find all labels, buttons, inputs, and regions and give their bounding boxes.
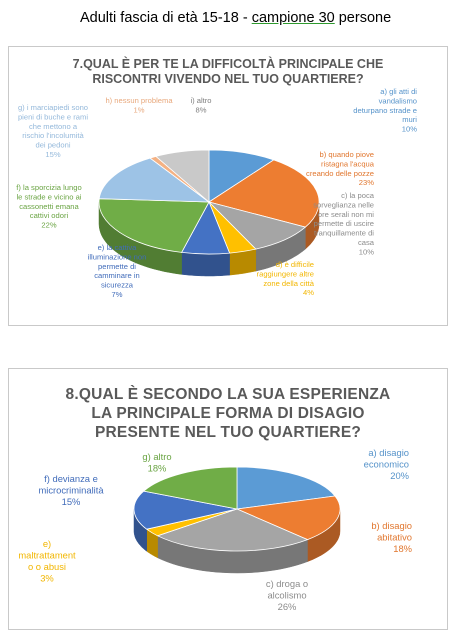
chart-8-label-1: a) disagio economico 20% <box>364 447 409 481</box>
chart-7-slice-7 <box>98 157 211 203</box>
chart-7-pie: a) gli atti di vandalismo deturpano strade… <box>16 87 417 299</box>
chart-8-label-2: b) disagio abitativo 18% <box>371 520 412 554</box>
chart-7-title-line-2: RISCONTRI VIVENDO NEL TUO QUARTIERE? <box>92 72 364 87</box>
chart-8-title-line-1: 8.QUAL È SECONDO LA SUA ESPERIENZA <box>65 386 391 403</box>
header-prefix: Adulti fascia di età 15-18 - <box>80 10 252 26</box>
chart-7-label-5: e) la cattiva illuminazione non permette d… <box>88 243 147 299</box>
chart-8-slice-1 <box>236 466 336 510</box>
chart-7-slice-side <box>181 252 230 277</box>
chart-7-label-4: d) è difficile raggiungere altre zone dell… <box>257 260 315 297</box>
chart-8-title: 8.QUAL È SECONDO LA SUA ESPERIENZA LA PR… <box>9 386 447 443</box>
chart-7-pie-sides <box>98 201 320 277</box>
chart-8-slice-3 <box>156 508 309 552</box>
chart-7-label-2: b) quando piove ristagna l'acqua creando d… <box>306 150 375 187</box>
chart-7-slice-6 <box>98 198 210 253</box>
chart-8-slice-2 <box>235 495 341 541</box>
chart-8-label-5: f) devianza e microcriminalità 15% <box>38 473 104 507</box>
chart-8-box: 8.QUAL È SECONDO LA SUA ESPERIENZA LA PR… <box>8 368 448 630</box>
chart-7-title-line-1: 7.QUAL È PER TE LA DIFFICOLTÀ PRINCIPALE… <box>72 57 384 71</box>
chart-7-label-3: c) la poca sorveglianza nelle ore serali n… <box>313 191 375 256</box>
chart-7-slice-2 <box>208 159 320 228</box>
chart-8-title-line-3: PRESENTE NEL TUO QUARTIERE? <box>94 423 362 441</box>
chart-7-label-6: f) la sporcizia lungo le strade e vicino … <box>16 183 82 230</box>
header-highlight: campione 30 <box>251 10 335 26</box>
chart-7-box: 7.QUAL È PER TE LA DIFFICOLTÀ PRINCIPALE… <box>8 46 448 326</box>
chart-8-slice-5 <box>133 490 238 530</box>
header-suffix: persone <box>334 10 392 26</box>
chart-8-pie: a) disagio economico 20% b) disagio abitativ… <box>18 447 412 612</box>
page-header: Adulti fascia di età 15-18 - campione 30… <box>80 10 391 26</box>
chart-7-label-8: h) nessun problema 1% <box>105 96 173 114</box>
chart-8-label-3: c) droga o alcolismo 26% <box>266 578 308 612</box>
chart-7-title: 7.QUAL È PER TE LA DIFFICOLTÀ PRINCIPALE… <box>9 57 447 88</box>
chart-8-slice-6 <box>142 466 238 510</box>
chart-8-label-4: e) maltrattament o o abusi 3% <box>18 538 76 584</box>
chart-8-label-6: g) altro 18% <box>142 451 171 474</box>
chart-7-label-9: i) altro 8% <box>190 96 211 114</box>
chart-8-title-line-2: LA PRINCIPALE FORMA DI DISAGIO <box>91 404 365 422</box>
chart-7-label-1: a) gli atti di vandalismo deturpano strade… <box>353 87 417 134</box>
chart-7-slice-9 <box>155 149 210 203</box>
chart-7-label-7: g) i marciapiedi sono pieni di buche e ra… <box>18 103 88 159</box>
